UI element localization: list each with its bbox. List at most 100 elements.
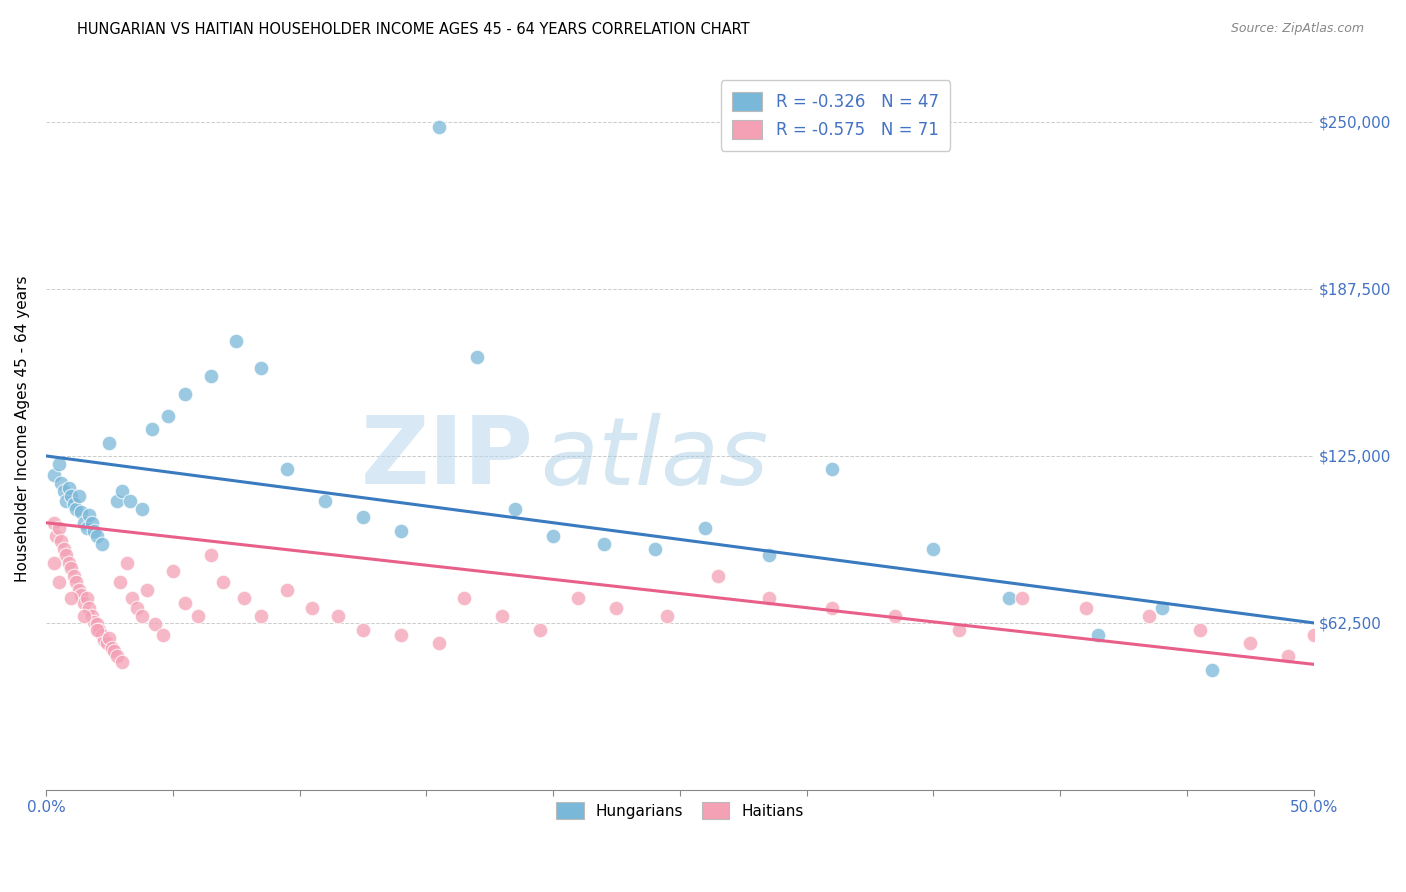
Point bbox=[326, 609, 349, 624]
Point bbox=[70, 588, 93, 602]
Point bbox=[105, 494, 128, 508]
Point bbox=[60, 561, 83, 575]
Point bbox=[156, 409, 179, 423]
Point bbox=[1201, 663, 1223, 677]
Point bbox=[232, 591, 254, 605]
Point bbox=[491, 609, 513, 624]
Point bbox=[131, 502, 153, 516]
Point bbox=[55, 548, 77, 562]
Point bbox=[73, 596, 96, 610]
Point bbox=[352, 623, 374, 637]
Point bbox=[162, 564, 184, 578]
Point bbox=[758, 548, 780, 562]
Point bbox=[73, 516, 96, 530]
Point bbox=[141, 422, 163, 436]
Point bbox=[121, 591, 143, 605]
Point bbox=[427, 120, 450, 135]
Point bbox=[427, 636, 450, 650]
Point bbox=[42, 516, 65, 530]
Point bbox=[65, 574, 87, 589]
Point bbox=[250, 609, 273, 624]
Point bbox=[948, 623, 970, 637]
Point bbox=[225, 334, 247, 348]
Legend: Hungarians, Haitians: Hungarians, Haitians bbox=[550, 796, 810, 826]
Point bbox=[644, 542, 666, 557]
Point bbox=[103, 644, 125, 658]
Point bbox=[250, 360, 273, 375]
Point bbox=[1150, 601, 1173, 615]
Point bbox=[200, 368, 222, 383]
Point bbox=[45, 529, 67, 543]
Point bbox=[76, 591, 98, 605]
Point bbox=[529, 623, 551, 637]
Point bbox=[389, 524, 412, 538]
Point bbox=[143, 617, 166, 632]
Point bbox=[115, 556, 138, 570]
Point bbox=[60, 591, 83, 605]
Point bbox=[212, 574, 235, 589]
Point bbox=[73, 609, 96, 624]
Point bbox=[51, 475, 73, 490]
Point bbox=[77, 508, 100, 522]
Point bbox=[200, 548, 222, 562]
Point bbox=[998, 591, 1021, 605]
Point bbox=[48, 574, 70, 589]
Point bbox=[1302, 628, 1324, 642]
Point bbox=[152, 628, 174, 642]
Point bbox=[453, 591, 475, 605]
Point bbox=[60, 489, 83, 503]
Point bbox=[98, 435, 121, 450]
Point bbox=[77, 601, 100, 615]
Point bbox=[465, 350, 488, 364]
Point bbox=[118, 494, 141, 508]
Point bbox=[42, 556, 65, 570]
Point bbox=[90, 628, 112, 642]
Point bbox=[55, 494, 77, 508]
Point bbox=[592, 537, 614, 551]
Point bbox=[174, 387, 197, 401]
Point bbox=[352, 510, 374, 524]
Point bbox=[821, 462, 844, 476]
Point bbox=[503, 502, 526, 516]
Point bbox=[67, 582, 90, 597]
Point bbox=[884, 609, 907, 624]
Point bbox=[80, 609, 103, 624]
Point bbox=[67, 489, 90, 503]
Point bbox=[567, 591, 589, 605]
Point bbox=[707, 569, 730, 583]
Point bbox=[93, 633, 115, 648]
Point bbox=[51, 534, 73, 549]
Point bbox=[52, 542, 75, 557]
Point bbox=[83, 524, 105, 538]
Point bbox=[76, 521, 98, 535]
Point bbox=[314, 494, 336, 508]
Point bbox=[89, 623, 111, 637]
Point bbox=[1011, 591, 1033, 605]
Point bbox=[90, 537, 112, 551]
Point bbox=[70, 505, 93, 519]
Point bbox=[98, 631, 121, 645]
Point bbox=[63, 497, 86, 511]
Y-axis label: Householder Income Ages 45 - 64 years: Householder Income Ages 45 - 64 years bbox=[15, 276, 30, 582]
Point bbox=[1188, 623, 1211, 637]
Point bbox=[86, 623, 108, 637]
Point bbox=[657, 609, 679, 624]
Point bbox=[42, 467, 65, 482]
Point bbox=[131, 609, 153, 624]
Text: ZIP: ZIP bbox=[361, 412, 534, 504]
Point bbox=[86, 529, 108, 543]
Point bbox=[174, 596, 197, 610]
Point bbox=[80, 516, 103, 530]
Point bbox=[1137, 609, 1160, 624]
Point bbox=[922, 542, 945, 557]
Point bbox=[136, 582, 159, 597]
Point bbox=[821, 601, 844, 615]
Point bbox=[48, 457, 70, 471]
Point bbox=[1074, 601, 1097, 615]
Point bbox=[758, 591, 780, 605]
Point bbox=[276, 582, 298, 597]
Point bbox=[105, 649, 128, 664]
Point bbox=[65, 502, 87, 516]
Point bbox=[108, 574, 131, 589]
Point bbox=[1087, 628, 1109, 642]
